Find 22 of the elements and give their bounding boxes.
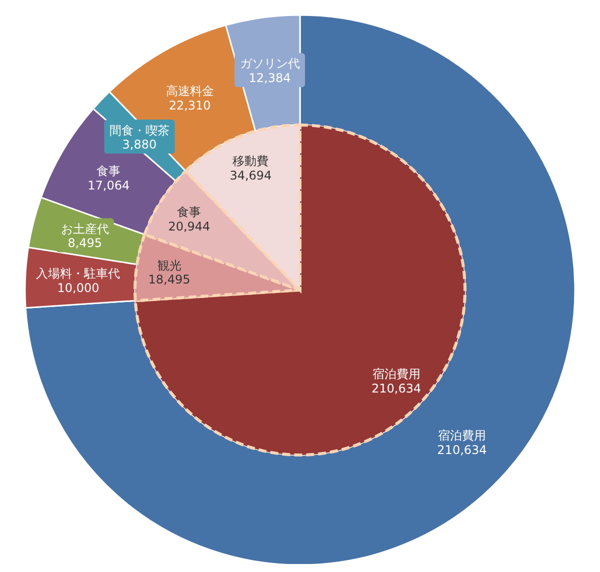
slice-label: 入場料・駐車代 xyxy=(36,266,120,281)
slice-label: 間食・喫茶 xyxy=(109,123,170,138)
slice-label: 宿泊費用 xyxy=(438,428,486,442)
data-label: 8,495 xyxy=(68,236,102,250)
slice-label: 食事 xyxy=(96,164,121,178)
slice-label: 移動費 xyxy=(232,154,269,168)
data-label: 3,880 xyxy=(122,138,157,152)
slice-label: お土産代 xyxy=(60,222,109,236)
data-label: 18,495 xyxy=(148,272,190,287)
data-label: 34,694 xyxy=(230,168,272,183)
slice-label: 食事 xyxy=(177,204,202,219)
slice-label: ガソリン代 xyxy=(240,56,300,71)
data-label: 210,634 xyxy=(372,381,422,396)
data-label: 20,944 xyxy=(168,219,210,234)
data-label: 210,634 xyxy=(437,442,487,457)
data-label: 10,000 xyxy=(57,280,100,295)
data-label: 22,310 xyxy=(168,98,211,112)
slice-label: 観光 xyxy=(157,258,182,272)
slice-label: 高速料金 xyxy=(166,84,214,98)
data-label: 17,064 xyxy=(88,178,130,192)
slice-label: 宿泊費用 xyxy=(372,366,420,381)
data-label: 12,384 xyxy=(248,71,291,86)
